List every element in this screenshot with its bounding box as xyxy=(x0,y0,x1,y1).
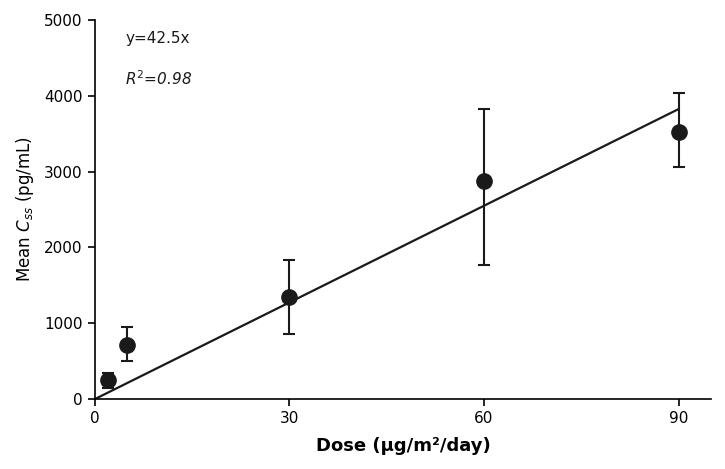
Y-axis label: Mean $C_{ss}$ (pg/mL): Mean $C_{ss}$ (pg/mL) xyxy=(14,136,36,282)
Text: $R^2$=0.98: $R^2$=0.98 xyxy=(125,69,193,88)
X-axis label: Dose (μg/m²/day): Dose (μg/m²/day) xyxy=(315,437,490,455)
Text: y=42.5x: y=42.5x xyxy=(125,31,190,46)
